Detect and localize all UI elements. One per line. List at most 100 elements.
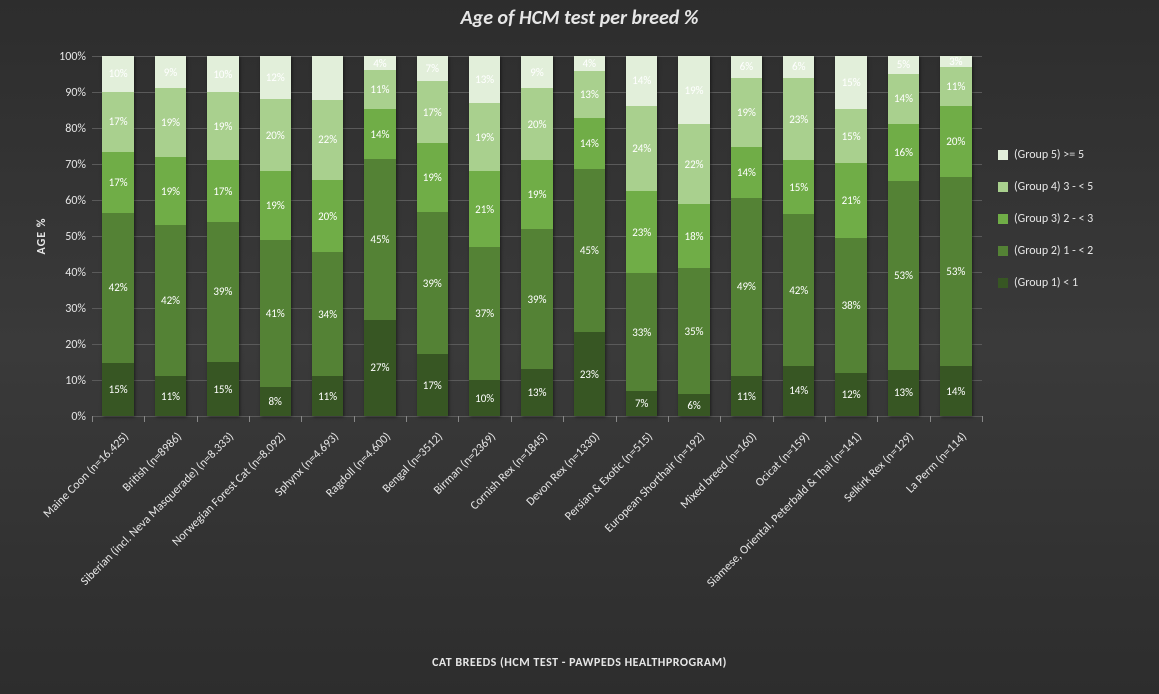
bar-segment: 6% [783,56,814,78]
data-label: 6% [740,60,753,73]
chart-title: Age of HCM test per breed % [0,6,1159,30]
x-tick [825,416,826,422]
legend-swatch [998,246,1008,256]
data-label: 17% [423,106,442,119]
bar-segment: 45% [574,169,605,333]
bar-segment: 17% [417,81,448,143]
legend-item: (Group 2) 1 - < 2 [998,244,1148,258]
data-label: 15% [213,383,232,396]
bar-segment: 53% [888,181,919,370]
bar-segment: 42% [783,214,814,365]
data-label: 42% [161,294,180,307]
x-tick [354,416,355,422]
bar-segment: 12% [260,56,291,99]
data-label: 23% [580,368,599,381]
x-tick-label: Bengal (n=3512) [252,430,446,624]
data-label: 19% [161,185,180,198]
bar-segment: 10% [102,56,133,92]
x-tick-label: Selkirk Rex (n=129) [724,430,918,624]
data-label: 19% [737,106,756,119]
bar-segment: 15% [783,160,814,214]
bar-segment: 6% [678,394,709,416]
data-label: 17% [213,185,232,198]
bar-segment: 49% [731,198,762,376]
x-tick-label: Siberian (incl. Neva Masquerade) (n=8.33… [43,430,237,624]
bar-segment: 23% [783,78,814,161]
y-tick-label: 80% [65,122,86,136]
data-label: 17% [423,379,442,392]
data-label: 35% [685,325,704,338]
x-tick-label: La Perm (n=114) [776,430,970,624]
data-label: 33% [632,326,651,339]
data-label: 20% [527,118,546,131]
data-label: 42% [789,284,808,297]
x-tick [930,416,931,422]
bar-segment: 19% [731,78,762,147]
bar-segment: 34% [312,252,343,376]
bar-segment: 21% [835,163,866,238]
y-tick-label: 40% [65,266,86,280]
legend-label: (Group 1) < 1 [1014,276,1078,290]
data-label: 20% [266,129,285,142]
x-tick-label: Ragdoll (n=4.600) [200,430,394,624]
bar: 10%37%21%19%13% [469,56,500,416]
x-tick-label: Persian & Exotic (n=515) [462,430,656,624]
data-label: 27% [370,361,389,374]
legend-swatch [998,182,1008,192]
data-label: 11% [161,390,180,403]
x-tick [92,416,93,422]
data-label: 11% [370,83,389,96]
bar-segment: 20% [521,88,552,160]
bar: 13%39%19%20%9% [521,56,552,416]
bar: 13%53%16%14%5% [888,56,919,416]
x-tick-label: Birman (n=2369) [305,430,499,624]
bar-segment: 37% [469,247,500,380]
y-tick-label: 0% [71,410,86,424]
bar-segment: 17% [102,92,133,153]
data-label: 13% [527,386,546,399]
bar-segment: 13% [888,370,919,416]
bar-segment: 9% [155,56,186,88]
bar-segment: 17% [102,152,133,213]
bar-segment: 10% [469,380,500,416]
x-tick [982,416,983,422]
bar-segment: 19% [469,103,500,171]
bar: 6%35%18%22%19% [678,56,709,416]
bar-segment: 18% [678,204,709,269]
data-label: 11% [737,390,756,403]
bar-segment: 15% [102,363,133,416]
data-label: 19% [213,120,232,133]
bar-segment: 42% [155,225,186,376]
data-label: 49% [737,280,756,293]
legend-item: (Group 1) < 1 [998,276,1148,290]
bar: 7%33%23%24%14% [626,56,657,416]
data-label: 39% [423,277,442,290]
bar-segment: 15% [835,56,866,109]
data-label: 34% [318,308,337,321]
bar-segment: 14% [940,366,971,416]
bar-segment: 45% [364,159,395,319]
bar-segment: 53% [940,177,971,366]
x-tick [668,416,669,422]
bar-segment: 19% [155,88,186,156]
bar: 8%41%19%20%12% [260,56,291,416]
x-tick [458,416,459,422]
data-label: 20% [318,210,337,223]
data-label: 4% [373,57,386,70]
data-label: 19% [266,199,285,212]
data-label: 13% [894,386,913,399]
data-label: 4% [583,57,596,70]
x-tick-label: Siamese, Oriental, Peterbald & Thai (n=1… [671,430,865,624]
bar-segment: 21% [469,171,500,247]
bar-segment: 13% [469,56,500,103]
data-label: 6% [687,399,700,412]
bar-segment: 11% [731,376,762,416]
bar-segment: 35% [678,268,709,394]
bar-segment: 19% [155,157,186,225]
data-label: 8% [268,395,281,408]
bar-segment: 11% [940,67,971,106]
bar-segment: 11% [364,70,395,109]
bar-segment: 8% [260,387,291,416]
data-label: 17% [109,115,128,128]
data-label: 22% [318,133,337,146]
